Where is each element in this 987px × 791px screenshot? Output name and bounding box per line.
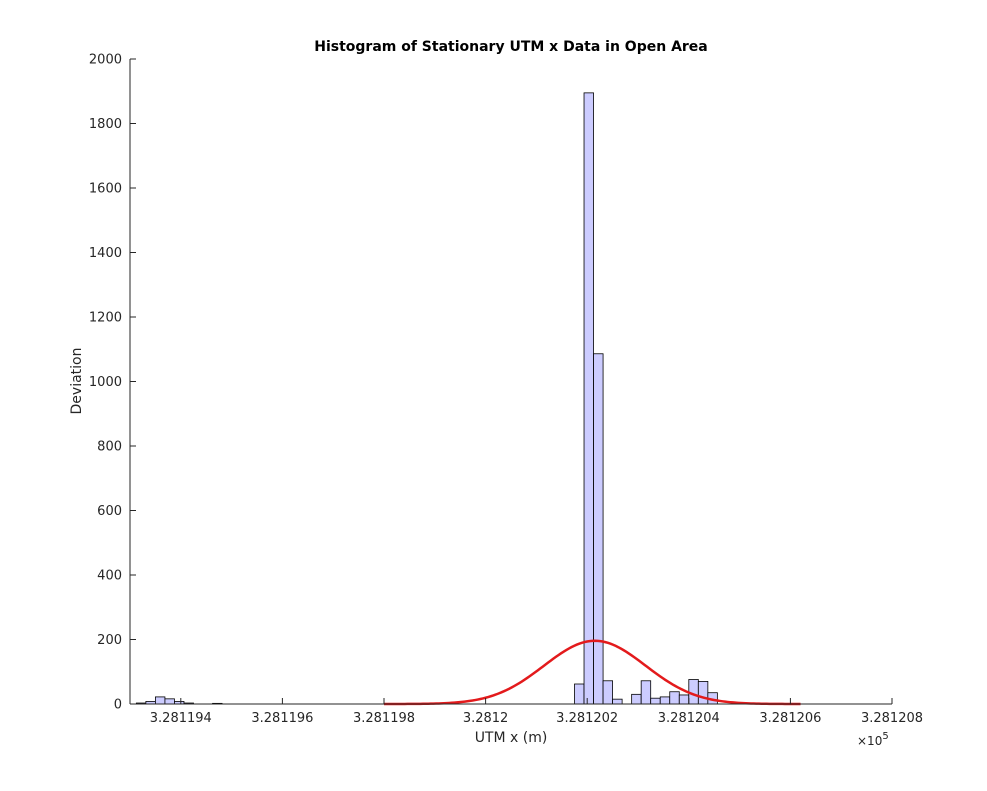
histogram-bar-7 xyxy=(574,683,585,705)
y-tick-label-4: 800 xyxy=(97,440,122,455)
y-tick-label-7: 1400 xyxy=(89,246,122,261)
x-ticks: 3.281194 3.281196 3.281198 3.2812 3.281202 3.… xyxy=(150,698,923,726)
histogram-bars xyxy=(135,92,718,705)
x-tick-label-2: 3.281198 xyxy=(353,711,415,726)
y-tick-label-3: 600 xyxy=(97,504,122,519)
x-tick-label-3: 3.2812 xyxy=(463,711,509,726)
x-tick-label-6: 3.281206 xyxy=(759,711,821,726)
histogram-bar-10 xyxy=(602,680,614,705)
chart-title: Histogram of Stationary UTM x Data in Op… xyxy=(314,39,708,55)
y-ticks: 0 200 400 600 800 1000 1200 1400 1600 1800 2000 xyxy=(89,53,136,713)
x-tick-label-7: 3.281208 xyxy=(861,711,923,726)
x-tick-label-5: 3.281204 xyxy=(658,711,720,726)
histogram-bar-12 xyxy=(631,693,642,705)
y-axis-label: Deviation xyxy=(69,348,85,415)
y-tick-label-8: 1600 xyxy=(89,182,122,197)
normal-fit-curve xyxy=(384,639,801,706)
x-tick-label-1: 3.281196 xyxy=(251,711,313,726)
x-axis-label: UTM x (m) xyxy=(475,730,548,746)
y-tick-label-6: 1200 xyxy=(89,311,122,326)
y-tick-label-9: 1800 xyxy=(89,117,122,132)
y-tick-label-5: 1000 xyxy=(89,375,122,390)
histogram-bar-17 xyxy=(678,694,690,705)
histogram-bar-9 xyxy=(593,353,604,705)
x-axis-multiplier-exponent: 5 xyxy=(882,731,888,742)
y-tick-label-0: 0 xyxy=(114,698,122,713)
histogram-bar-13 xyxy=(640,680,652,705)
histogram-bar-14 xyxy=(650,697,661,705)
histogram-bar-18 xyxy=(688,679,699,705)
histogram-bar-19 xyxy=(697,681,709,705)
x-tick-label-0: 3.281194 xyxy=(150,711,212,726)
y-tick-label-2: 400 xyxy=(97,569,122,584)
x-axis-multiplier: ×105 xyxy=(857,731,889,748)
axes xyxy=(129,59,892,705)
x-tick-label-4: 3.281202 xyxy=(556,711,618,726)
y-tick-label-1: 200 xyxy=(97,633,122,648)
histogram-bar-2 xyxy=(154,696,166,705)
histogram-bar-11 xyxy=(612,698,623,705)
histogram-bar-3 xyxy=(164,698,175,705)
x-axis-multiplier-base: ×10 xyxy=(857,734,882,748)
histogram-bar-16 xyxy=(669,691,680,705)
y-tick-label-10: 2000 xyxy=(89,53,122,68)
histogram-bar-15 xyxy=(659,696,671,705)
histogram-bar-8 xyxy=(583,92,594,705)
